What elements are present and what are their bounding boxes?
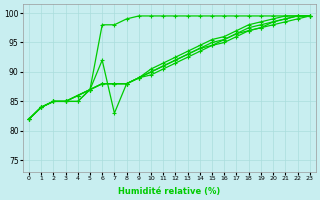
X-axis label: Humidité relative (%): Humidité relative (%) xyxy=(118,187,220,196)
